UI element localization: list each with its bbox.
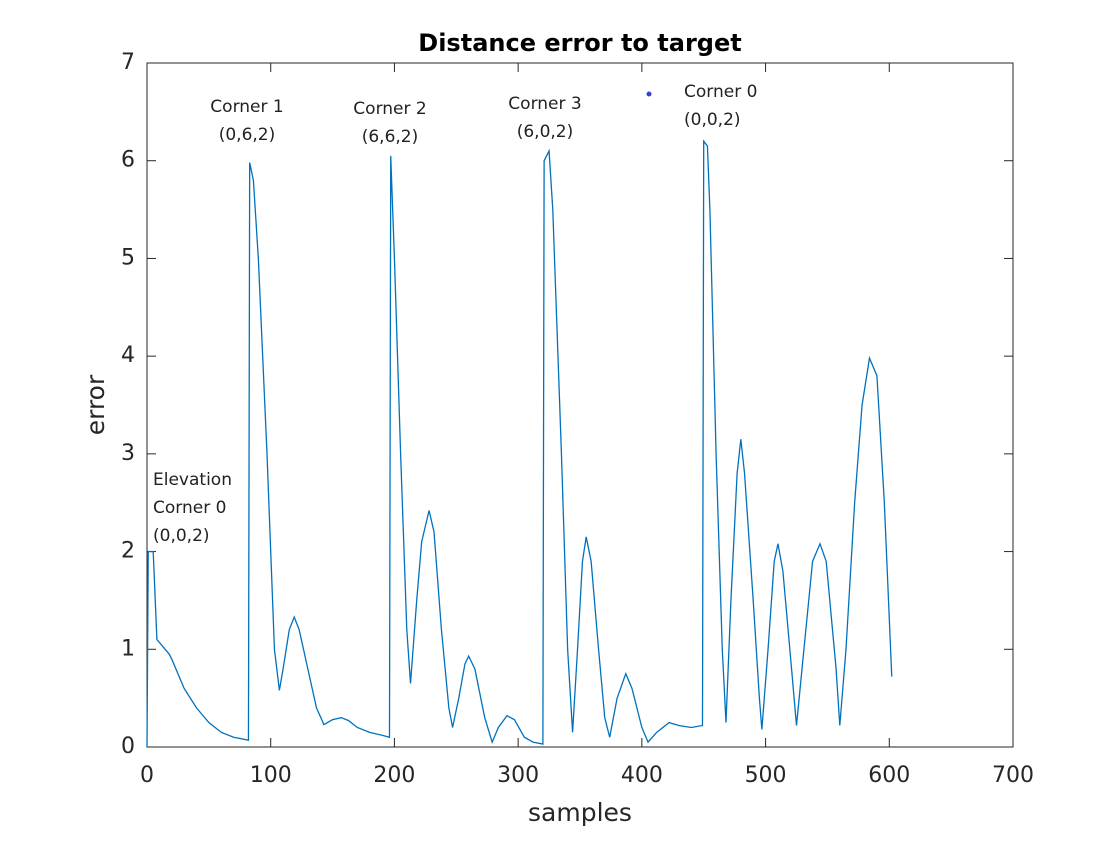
annotation: (6,6,2) [362,127,419,147]
x-axis-label: samples [528,798,632,827]
y-tick-label: 5 [121,245,135,270]
x-tick-label: 300 [497,763,539,788]
data-line [146,139,893,748]
y-tick-label: 4 [121,343,135,368]
annotation: (0,6,2) [219,125,276,145]
annotation: Corner 1 [210,97,283,117]
annotation: Corner 0 [153,498,226,518]
x-tick-label: 700 [992,763,1034,788]
annotation: Corner 3 [508,94,581,114]
x-tick-label: 500 [745,763,787,788]
y-tick-label: 6 [121,148,135,173]
y-tick-label: 2 [121,539,135,564]
y-tick-label: 0 [121,734,135,759]
plot-area [146,62,1014,748]
y-tick-label: 7 [121,50,135,75]
annotation: Corner 2 [353,99,426,119]
chart-title: Distance error to target [418,29,741,57]
x-tick-label: 400 [621,763,663,788]
x-tick-label: 600 [868,763,910,788]
annotation: (0,0,2) [684,110,741,130]
annotation: (6,0,2) [517,122,574,142]
x-tick-label: 100 [250,763,292,788]
annotation: Corner 0 [684,82,757,102]
annotation: (0,0,2) [153,526,210,546]
annotation: Elevation [153,470,232,490]
y-axis-label: error [81,374,110,435]
y-tick-label: 3 [121,441,135,466]
x-tick-label: 0 [140,763,154,788]
legend-dot [646,91,652,97]
y-tick-label: 1 [121,636,135,661]
x-tick-label: 200 [373,763,415,788]
